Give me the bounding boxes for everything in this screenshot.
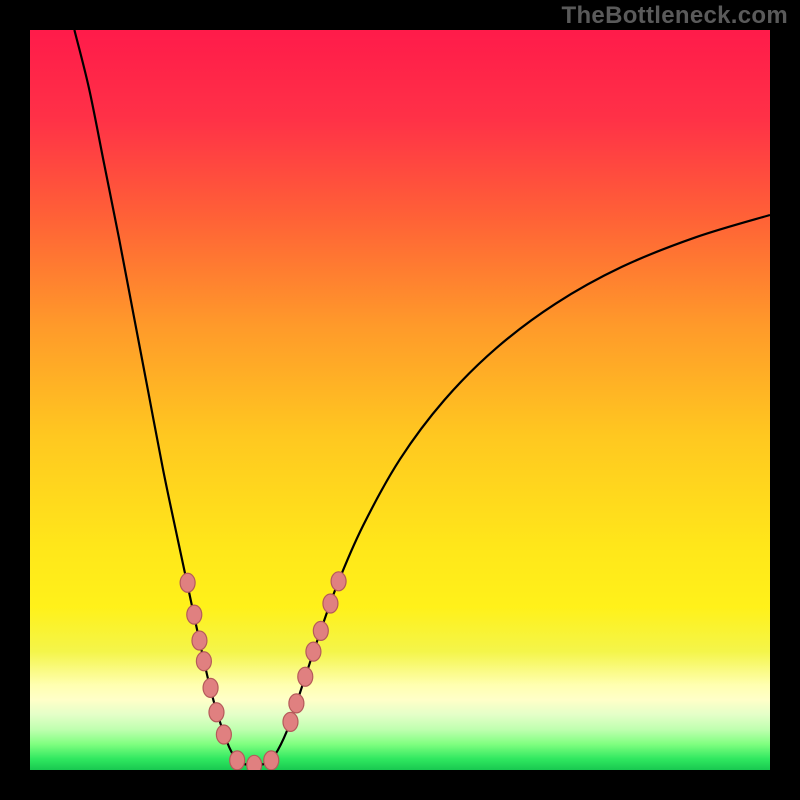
curve-marker (323, 594, 338, 613)
curve-marker (331, 572, 346, 591)
watermark-text: TheBottleneck.com (562, 2, 788, 30)
gradient-background (30, 30, 770, 770)
curve-marker (196, 652, 211, 671)
curve-marker (192, 631, 207, 650)
curve-marker (180, 573, 195, 592)
curve-marker (230, 751, 245, 770)
curve-marker (203, 678, 218, 697)
curve-marker (264, 751, 279, 770)
curve-marker (216, 725, 231, 744)
curve-marker (283, 712, 298, 731)
curve-marker (313, 621, 328, 640)
curve-marker (306, 642, 321, 661)
bottleneck-curve-chart (0, 0, 800, 800)
chart-canvas: { "watermark": { "text": "TheBottleneck.… (0, 0, 800, 800)
curve-marker (209, 703, 224, 722)
curve-marker (298, 667, 313, 686)
curve-marker (289, 694, 304, 713)
curve-marker (187, 605, 202, 624)
